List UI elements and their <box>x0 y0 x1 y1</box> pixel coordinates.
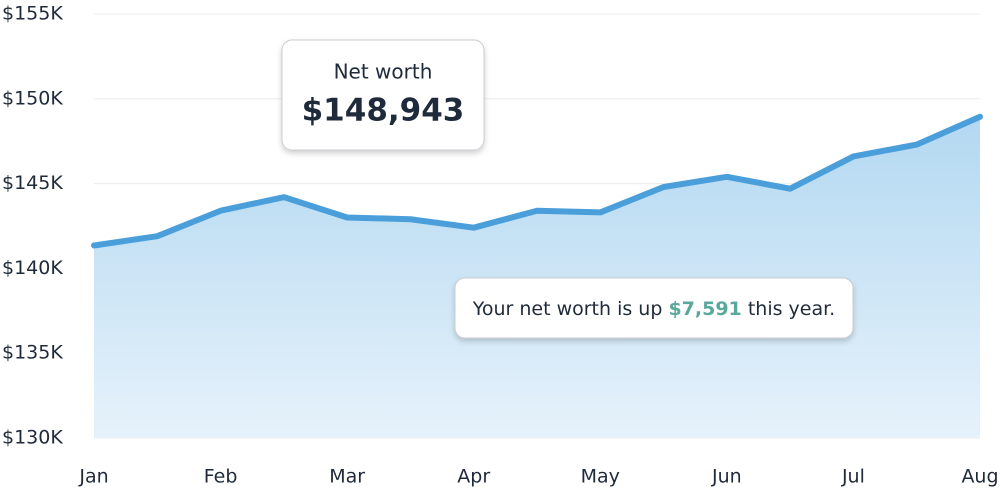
y-tick-label: $140K <box>2 257 63 279</box>
summary-after: this year. <box>748 298 835 320</box>
plot <box>91 113 983 439</box>
x-tick-label: Mar <box>329 466 365 488</box>
y-tick-label: $155K <box>2 3 63 25</box>
callout-box <box>454 277 854 339</box>
callout-label: Net worth <box>334 60 433 84</box>
net-worth-callout: Net worth $148,943 <box>281 39 485 151</box>
x-tick-label: May <box>581 466 620 488</box>
x-tick-label: Aug <box>961 466 998 488</box>
summary-text: Your net worth is up $7,591 this year. <box>472 298 835 320</box>
line <box>91 113 983 249</box>
callout-value: $148,943 <box>302 93 465 129</box>
y-tick-label: $130K <box>2 427 63 449</box>
y-tick-label: $135K <box>2 342 63 364</box>
x-tick-label: Jun <box>711 466 742 488</box>
summary-before: Your net worth is up <box>472 298 663 320</box>
x-tick-label: Apr <box>457 466 490 488</box>
callout-box <box>281 39 485 151</box>
summary-amount: $7,591 <box>668 298 741 320</box>
area-fill <box>94 116 980 439</box>
x-tick-label: Jul <box>841 466 865 488</box>
x-tick-label: Jan <box>78 466 108 488</box>
y-tick-label: $150K <box>2 87 63 109</box>
x-tick-label: Feb <box>204 466 238 488</box>
summary-callout: Your net worth is up $7,591 this year. <box>454 277 854 339</box>
y-tick-label: $145K <box>2 172 63 194</box>
